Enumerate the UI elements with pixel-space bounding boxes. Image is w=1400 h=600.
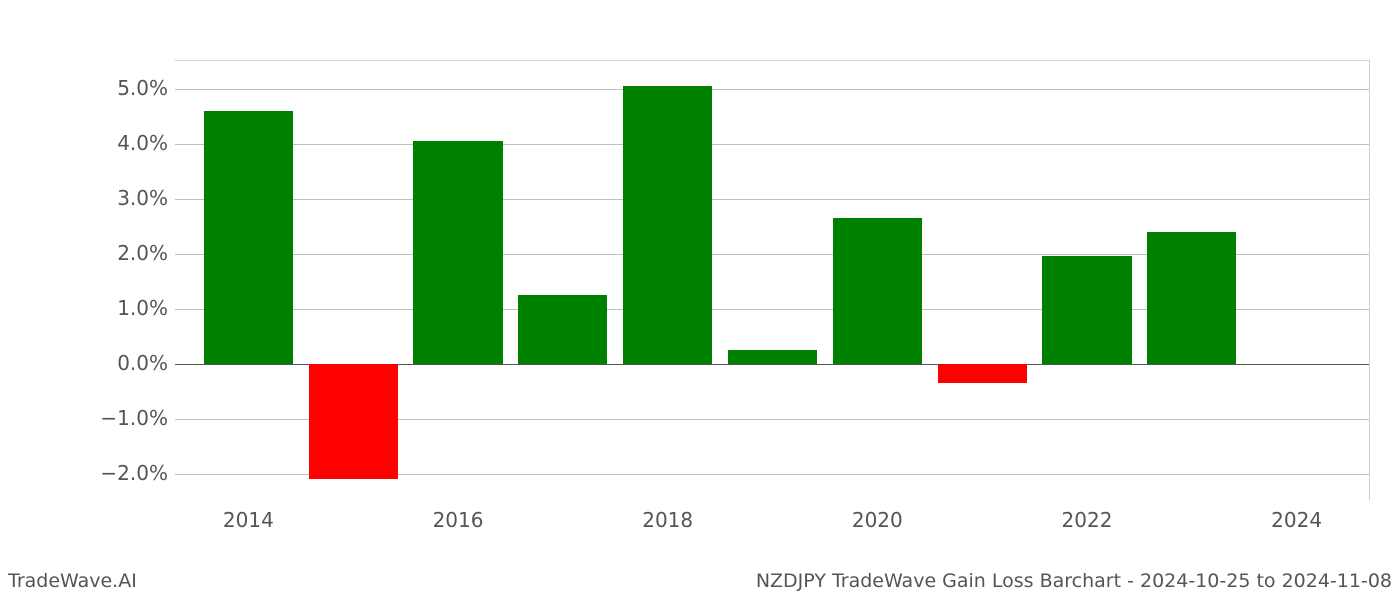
bar <box>1147 232 1236 364</box>
y-tick-label: 4.0% <box>68 131 168 155</box>
gridline <box>175 89 1369 90</box>
x-tick-label: 2020 <box>852 508 903 532</box>
x-tick-label: 2024 <box>1271 508 1322 532</box>
x-tick-label: 2014 <box>223 508 274 532</box>
footer-right-text: NZDJPY TradeWave Gain Loss Barchart - 20… <box>756 570 1392 592</box>
y-tick-label: 2.0% <box>68 241 168 265</box>
plot-area <box>175 61 1369 500</box>
y-tick-label: 5.0% <box>68 76 168 100</box>
bar <box>309 364 398 480</box>
bar <box>413 141 502 364</box>
bar <box>833 218 922 364</box>
bar <box>1042 256 1131 363</box>
y-tick-label: 1.0% <box>68 296 168 320</box>
y-tick-label: 0.0% <box>68 351 168 375</box>
bar <box>204 111 293 364</box>
x-tick-label: 2018 <box>642 508 693 532</box>
y-tick-label: −2.0% <box>68 461 168 485</box>
chart-area <box>175 60 1370 500</box>
gridline <box>175 144 1369 145</box>
y-tick-label: 3.0% <box>68 186 168 210</box>
bar <box>938 364 1027 383</box>
bar <box>623 86 712 364</box>
x-tick-label: 2016 <box>433 508 484 532</box>
bar <box>518 295 607 364</box>
gridline <box>175 199 1369 200</box>
footer-left-text: TradeWave.AI <box>8 570 137 592</box>
x-tick-label: 2022 <box>1062 508 1113 532</box>
bar <box>728 350 817 364</box>
y-tick-label: −1.0% <box>68 406 168 430</box>
